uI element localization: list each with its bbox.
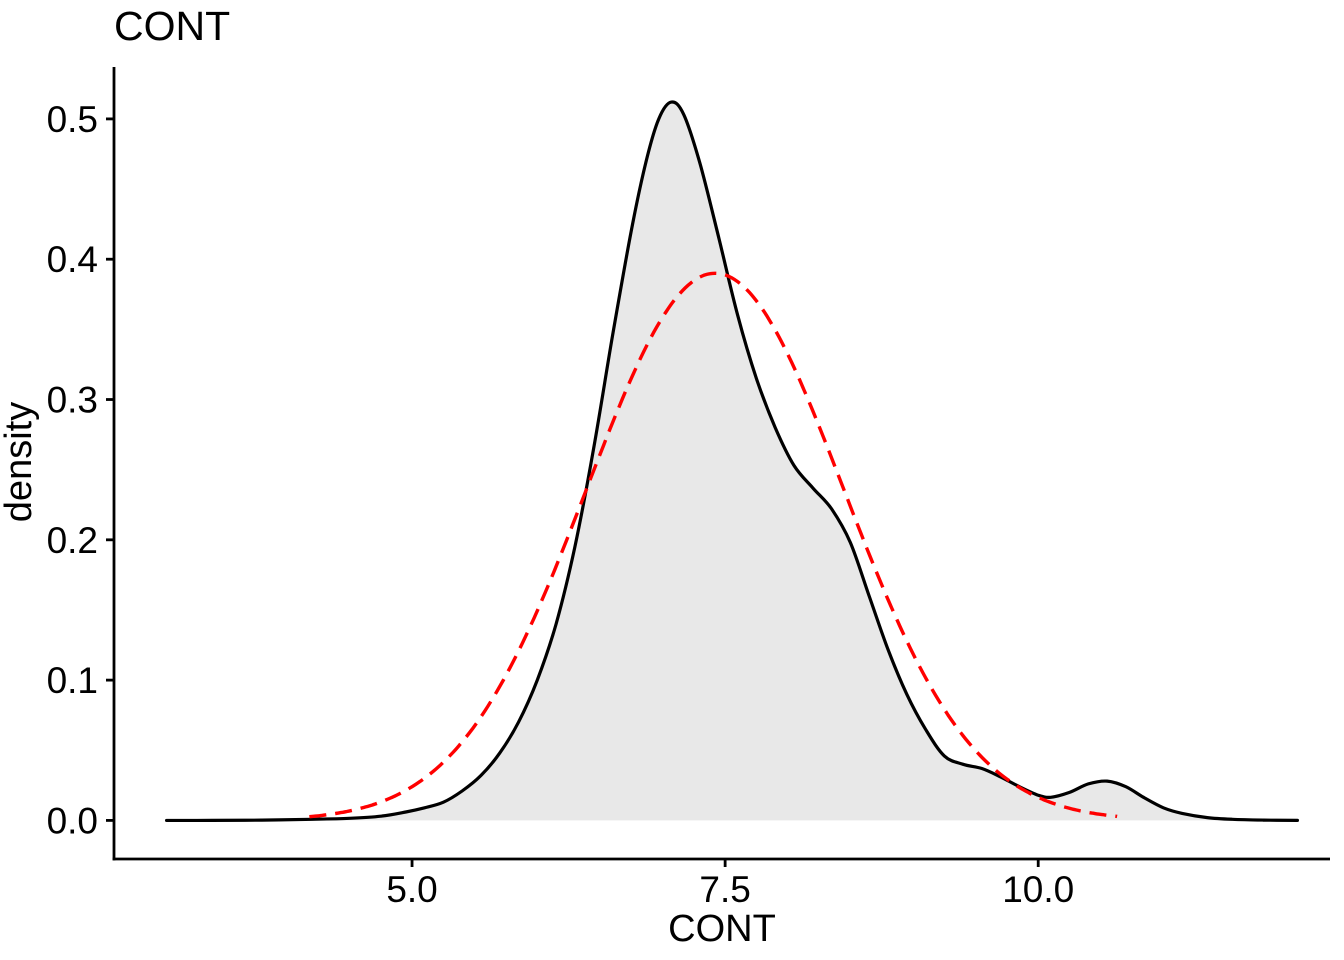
x-tick-label: 7.5	[699, 869, 750, 910]
x-tick-label: 5.0	[386, 869, 437, 910]
density-area-fill	[166, 102, 1298, 821]
y-tick-label: 0.1	[47, 660, 98, 701]
y-tick-label: 0.0	[47, 800, 98, 841]
y-axis-title: density	[0, 402, 40, 522]
plot-title: CONT	[114, 3, 230, 49]
x-tick-label: 10.0	[1002, 869, 1074, 910]
plot-panel: 0.0 0.1 0.2 0.3 0.4 0.5 5.0 7.5 10.0	[47, 67, 1330, 910]
y-tick-label: 0.4	[47, 239, 98, 280]
y-tick-label: 0.3	[47, 380, 98, 421]
x-axis-title: CONT	[668, 908, 776, 950]
normal-reference-curve	[309, 271, 1118, 819]
density-curve	[164, 100, 1299, 823]
y-tick-label: 0.2	[47, 520, 98, 561]
y-tick-label: 0.5	[47, 99, 98, 140]
